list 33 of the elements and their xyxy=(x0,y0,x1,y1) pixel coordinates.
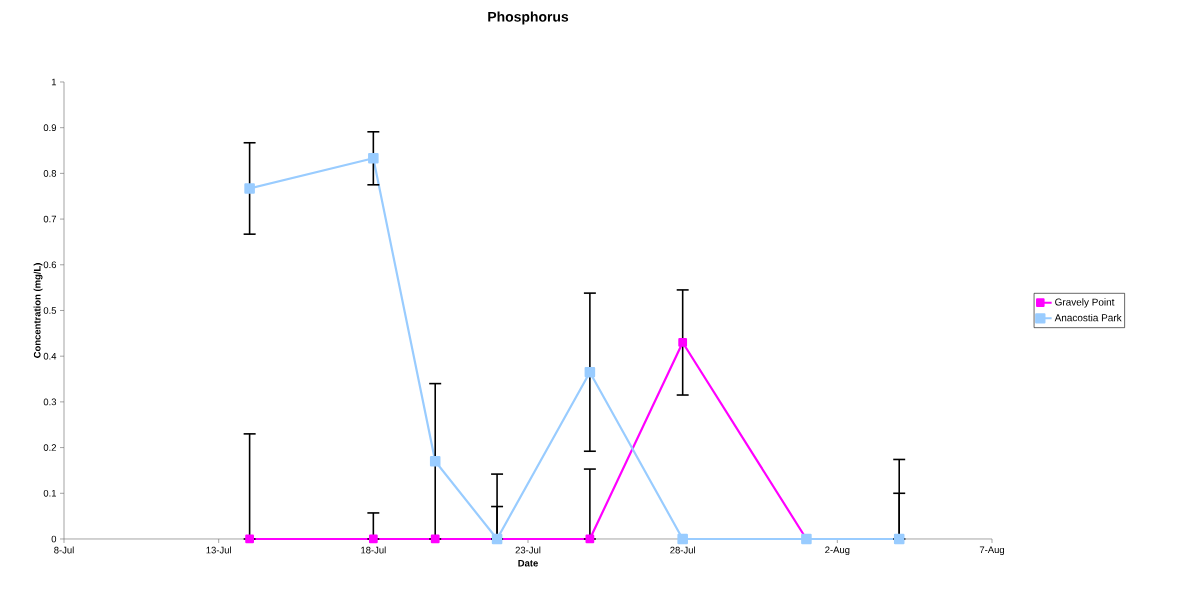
y-tick-label: 0.8 xyxy=(43,170,57,177)
x-tick-label: 28-Jul xyxy=(670,546,695,554)
y-tick-label: 0.1 xyxy=(43,489,57,497)
y-tick-label: 0.4 xyxy=(43,352,57,360)
x-axis-title: Date xyxy=(518,559,538,567)
legend-label: Gravely Point xyxy=(1055,298,1115,308)
point xyxy=(678,338,688,347)
x-tick-label: 8-Jul xyxy=(54,546,74,554)
x-tick-label: 18-Jul xyxy=(361,546,386,554)
y-tick-label: 0.7 xyxy=(43,215,57,223)
point xyxy=(368,153,379,164)
point xyxy=(245,534,254,544)
point xyxy=(430,534,440,544)
point xyxy=(584,366,596,378)
y-tick-label: 0 xyxy=(51,535,57,543)
y-axis-title: Concentration (mg/L) xyxy=(33,263,43,358)
y-tick-label: 0.2 xyxy=(43,444,57,451)
y-tick-label: 0.3 xyxy=(43,398,57,406)
y-tick-label: 0.9 xyxy=(43,124,57,132)
x-tick-label: 13-Jul xyxy=(206,546,231,554)
x-tick-label: 2-Aug xyxy=(825,546,850,556)
point xyxy=(677,533,688,545)
point xyxy=(429,456,441,467)
point xyxy=(585,534,595,544)
y-tick-label: 0.5 xyxy=(43,307,57,314)
y-tick-label: 1 xyxy=(51,78,57,86)
y-tick-label: 0.6 xyxy=(43,261,57,269)
point xyxy=(244,183,255,194)
point xyxy=(368,534,378,544)
chart-title: Phosphorus xyxy=(488,11,569,25)
x-tick-label: 23-Jul xyxy=(515,546,541,554)
legend-label: Anacostia Park xyxy=(1054,313,1122,322)
x-tick-label: 7-Aug xyxy=(979,546,1005,555)
